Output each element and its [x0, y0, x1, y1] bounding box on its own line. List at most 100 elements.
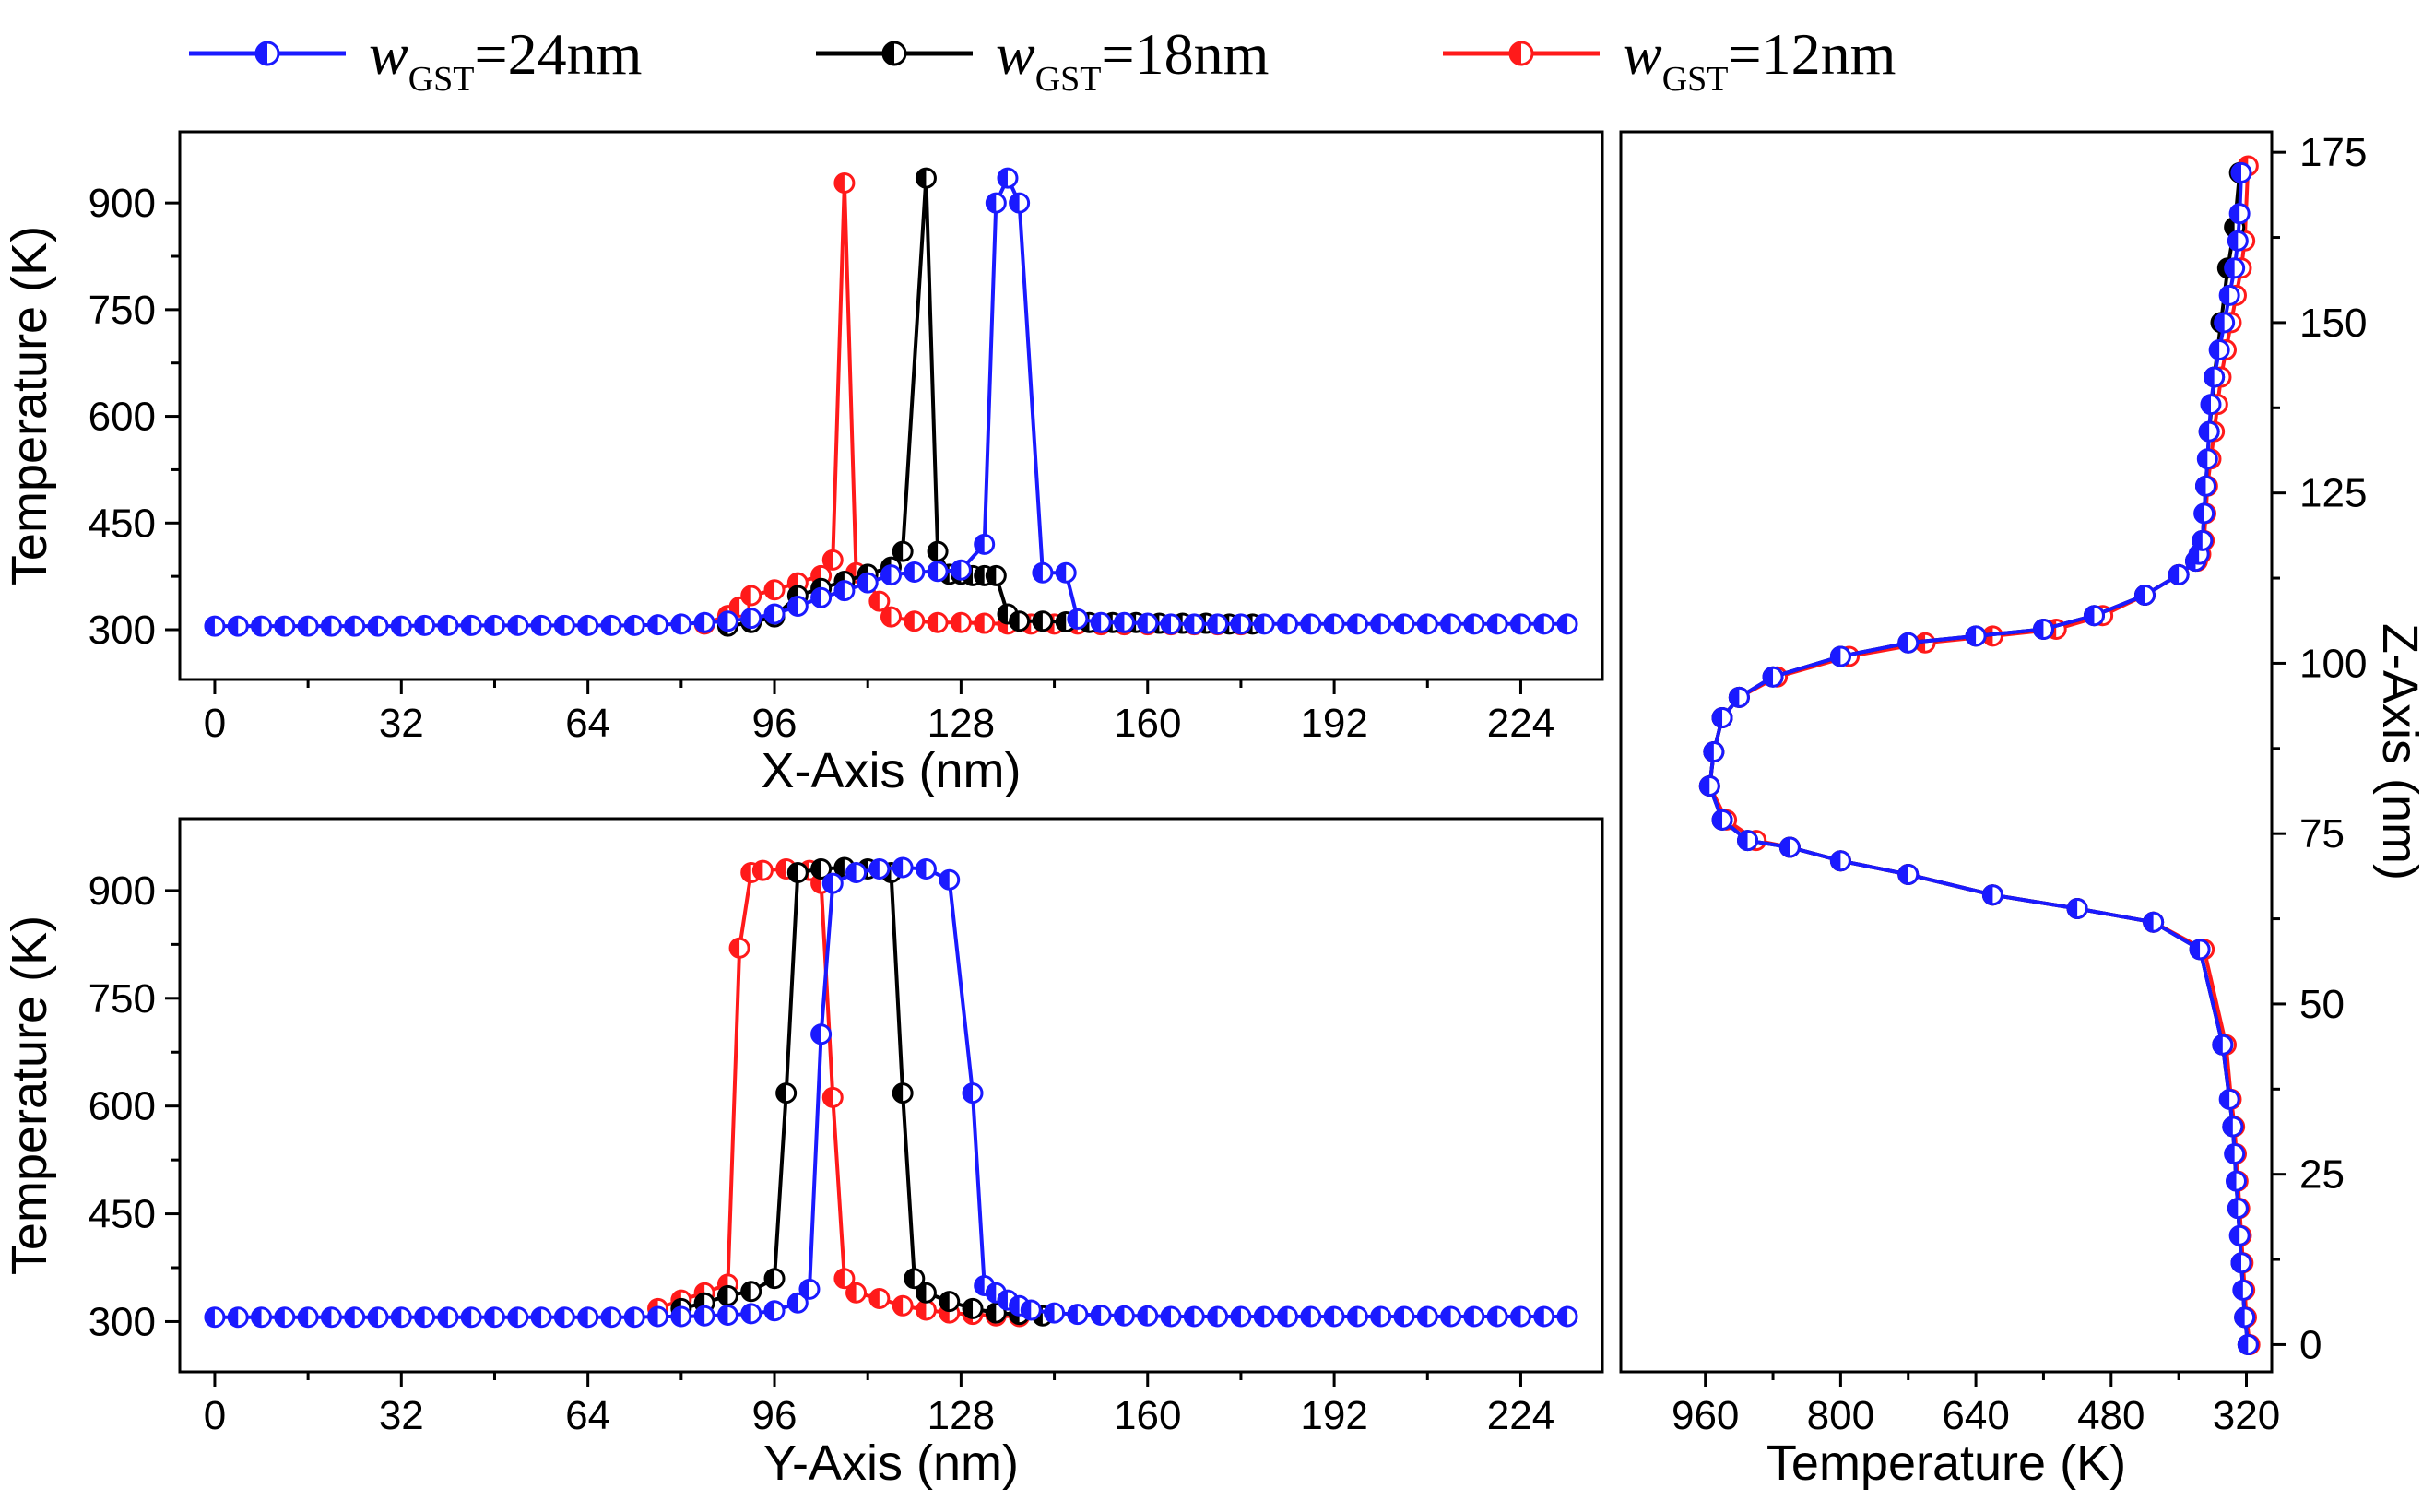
data-point — [1440, 1305, 1462, 1328]
data-point — [1090, 1304, 1112, 1326]
data-point — [1393, 1305, 1415, 1328]
data-point — [2214, 312, 2236, 334]
data-point — [1486, 613, 1508, 635]
data-point — [2189, 939, 2211, 961]
data-point — [716, 1284, 738, 1306]
data-point — [857, 572, 879, 594]
data-point — [1416, 1305, 1438, 1328]
legend-marker — [254, 41, 280, 66]
data-point — [553, 1306, 575, 1329]
data-point — [460, 1306, 482, 1329]
x-tick-label: 32 — [379, 1393, 424, 1438]
data-point — [2232, 1279, 2254, 1301]
x-tick-label: 32 — [379, 701, 424, 746]
data-point — [530, 1306, 552, 1329]
y-axis-title: Z-Axis (nm) — [2372, 623, 2428, 880]
data-point — [647, 1305, 669, 1328]
data-point — [600, 1306, 622, 1329]
data-point — [1207, 613, 1229, 635]
data-point — [1556, 1305, 1578, 1328]
x-tick-label: 160 — [1114, 701, 1181, 746]
data-point — [985, 192, 1007, 214]
data-point — [670, 613, 692, 635]
data-point — [974, 612, 996, 634]
data-point — [892, 1294, 914, 1317]
data-point — [2228, 1224, 2251, 1246]
data-point — [507, 614, 529, 636]
data-point — [367, 1306, 389, 1329]
data-point — [810, 858, 833, 880]
data-point — [763, 1268, 786, 1290]
data-point — [740, 608, 762, 630]
data-point — [2218, 284, 2240, 306]
y-tick-label: 175 — [2299, 130, 2367, 175]
data-point — [1020, 1299, 1042, 1321]
y-tick-label: 600 — [89, 395, 156, 440]
data-point — [1762, 666, 1784, 688]
data-point — [1416, 613, 1438, 635]
x-tick-label: 160 — [1114, 1393, 1181, 1438]
data-point — [974, 533, 996, 555]
y-tick-label: 450 — [89, 1192, 156, 1237]
data-point — [821, 1086, 844, 1108]
data-point — [2083, 605, 2105, 627]
series-line — [1707, 165, 2252, 1345]
data-point — [868, 590, 891, 612]
x-axis-title: Temperature (K) — [1766, 1435, 2126, 1491]
data-point — [1728, 686, 1750, 708]
data-point — [904, 1268, 926, 1290]
data-point — [1230, 1305, 1252, 1328]
data-point — [786, 1292, 809, 1314]
x-tick-label: 128 — [928, 701, 995, 746]
series-line — [1707, 172, 2251, 1345]
data-point — [2224, 257, 2246, 279]
data-point — [892, 1082, 914, 1104]
data-point — [2225, 1170, 2247, 1192]
y-axis-title: Temperature (K) — [2, 226, 57, 585]
data-point — [1711, 707, 1733, 729]
data-point — [1253, 613, 1275, 635]
data-point — [227, 1306, 249, 1329]
legend: wGST=24nm wGST=18nm wGST=12nm — [189, 21, 1896, 99]
data-point — [1183, 1305, 1205, 1328]
x-tick-label: 64 — [565, 701, 610, 746]
data-point — [833, 580, 856, 602]
data-point — [437, 614, 459, 636]
data-point — [1067, 608, 1089, 630]
data-point — [390, 1306, 412, 1329]
y-tick-label: 125 — [2299, 471, 2367, 516]
data-point — [1323, 613, 1345, 635]
data-point — [297, 1306, 319, 1329]
data-point — [483, 614, 505, 636]
data-point — [1044, 1302, 1066, 1324]
y-tick-label: 50 — [2299, 982, 2345, 1027]
data-point — [1067, 1304, 1089, 1326]
data-point — [297, 615, 319, 637]
x-tick-label: 96 — [752, 1393, 798, 1438]
legend-label: wGST=12nm — [1623, 21, 1896, 99]
data-point — [2212, 1034, 2234, 1056]
data-point — [821, 872, 844, 894]
y-axis-profile-chart: 0 32 64 96 128 160 192 224 300 450 600 750 900 Y-Axis… — [2, 817, 1604, 1491]
legend-item: wGST=18nm — [816, 21, 1269, 99]
data-point — [798, 1278, 821, 1300]
data-point — [786, 861, 809, 883]
data-point — [927, 611, 949, 633]
x-tick-label: 320 — [2213, 1393, 2280, 1438]
data-point — [1055, 561, 1077, 584]
data-point — [483, 1306, 505, 1329]
data-point — [1711, 809, 1733, 831]
x-tick-label: 96 — [752, 701, 798, 746]
series-wGST=24nm — [204, 856, 1578, 1329]
data-point — [1463, 1305, 1485, 1328]
data-point — [1300, 1305, 1322, 1328]
data-point — [833, 1268, 856, 1290]
data-point — [2218, 1088, 2240, 1110]
data-point — [740, 585, 762, 607]
data-point — [1090, 611, 1112, 633]
data-point — [1300, 613, 1322, 635]
data-point — [344, 1306, 366, 1329]
data-point — [1370, 1305, 1392, 1328]
x-axis-profile-chart: 0 32 64 96 128 160 192 224 300 450 600 750 900 X-Axis… — [2, 130, 1604, 798]
